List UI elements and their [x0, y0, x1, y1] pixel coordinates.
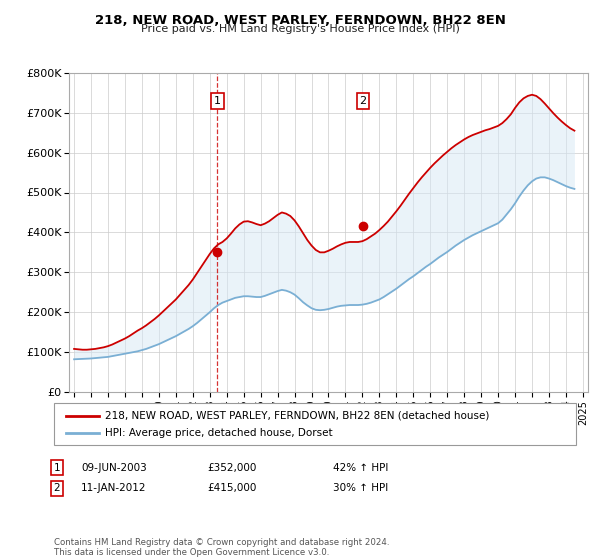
Text: 2: 2: [53, 483, 61, 493]
Text: 1: 1: [214, 96, 221, 106]
Text: 09-JUN-2003: 09-JUN-2003: [81, 463, 147, 473]
Text: 218, NEW ROAD, WEST PARLEY, FERNDOWN, BH22 8EN: 218, NEW ROAD, WEST PARLEY, FERNDOWN, BH…: [95, 14, 505, 27]
Text: Price paid vs. HM Land Registry's House Price Index (HPI): Price paid vs. HM Land Registry's House …: [140, 24, 460, 34]
Text: 2: 2: [359, 96, 367, 106]
Text: £352,000: £352,000: [207, 463, 256, 473]
Text: Contains HM Land Registry data © Crown copyright and database right 2024.
This d: Contains HM Land Registry data © Crown c…: [54, 538, 389, 557]
Text: 30% ↑ HPI: 30% ↑ HPI: [333, 483, 388, 493]
Text: £415,000: £415,000: [207, 483, 256, 493]
Text: 218, NEW ROAD, WEST PARLEY, FERNDOWN, BH22 8EN (detached house): 218, NEW ROAD, WEST PARLEY, FERNDOWN, BH…: [105, 411, 490, 421]
Text: HPI: Average price, detached house, Dorset: HPI: Average price, detached house, Dors…: [105, 428, 332, 438]
Text: 42% ↑ HPI: 42% ↑ HPI: [333, 463, 388, 473]
Text: 1: 1: [53, 463, 61, 473]
Text: 11-JAN-2012: 11-JAN-2012: [81, 483, 146, 493]
